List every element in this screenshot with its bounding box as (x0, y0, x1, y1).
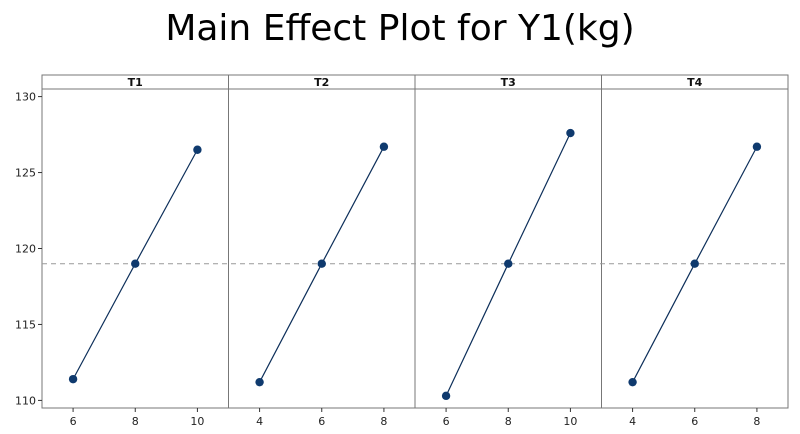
data-point-t3 (566, 128, 575, 138)
data-point-t4 (752, 142, 762, 151)
y-tick-label: 125 (15, 167, 36, 180)
data-point-t2 (255, 377, 264, 387)
x-tick-label: 4 (629, 415, 636, 428)
x-tick-label: 6 (443, 415, 450, 428)
y-tick-label: 110 (15, 394, 36, 407)
data-point-t3 (504, 259, 513, 268)
data-point-t4 (690, 259, 699, 268)
x-tick-label: 8 (753, 415, 760, 428)
data-point-t2 (317, 259, 326, 268)
data-point-t3 (441, 391, 451, 401)
x-tick-label: 6 (70, 415, 77, 428)
data-point-t1 (68, 374, 78, 384)
data-point-t1 (131, 259, 140, 268)
panel-label-t4: T4 (687, 76, 703, 89)
y-tick-label: 120 (15, 243, 36, 256)
x-tick-label: 8 (380, 415, 387, 428)
data-point-t4 (628, 377, 637, 387)
x-tick-label: 10 (563, 415, 577, 428)
chart-title: Main Effect Plot for Y1(kg) (165, 8, 634, 49)
x-tick-label: 8 (505, 415, 512, 428)
panel-label-t2: T2 (314, 76, 329, 89)
x-tick-label: 4 (256, 415, 263, 428)
y-tick-label: 115 (15, 318, 36, 331)
x-tick-label: 8 (132, 415, 139, 428)
panel-label-t3: T3 (501, 76, 516, 89)
x-tick-label: 6 (691, 415, 698, 428)
panel-label-t1: T1 (128, 76, 143, 89)
data-point-t1 (193, 145, 202, 154)
x-tick-label: 10 (190, 415, 204, 428)
y-tick-label: 130 (15, 91, 36, 104)
x-tick-label: 6 (318, 415, 325, 428)
data-point-t2 (379, 142, 389, 151)
